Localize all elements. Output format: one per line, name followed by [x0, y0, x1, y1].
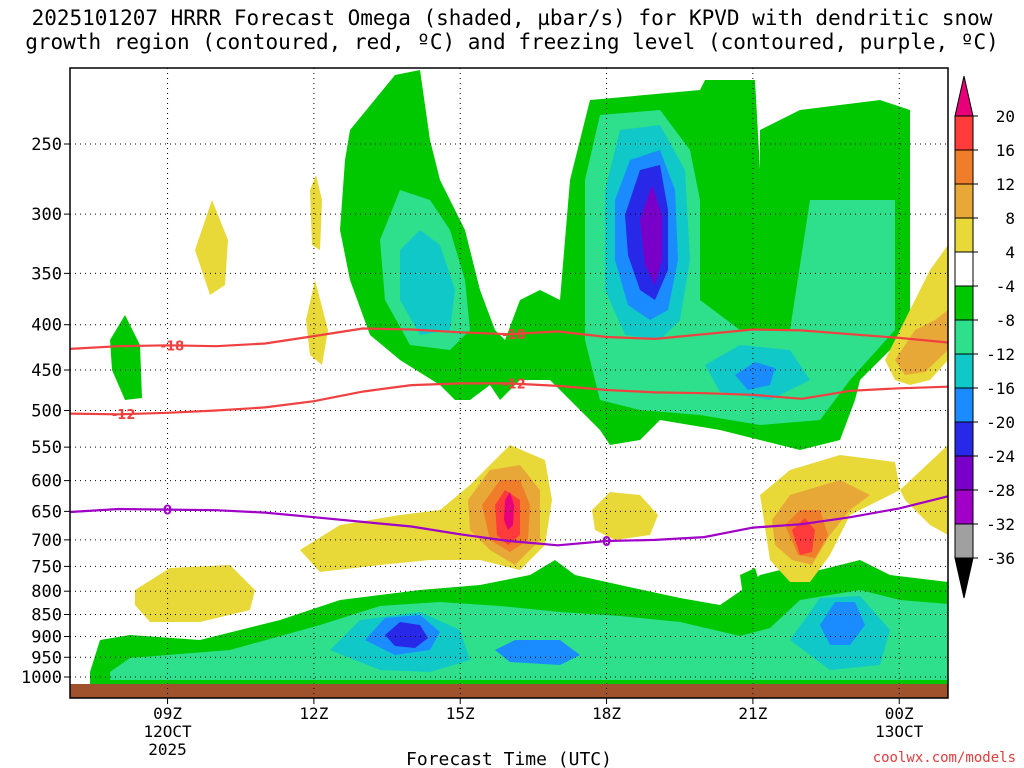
contour-dgz-minus-12	[69, 382, 949, 416]
colorbar-label: -24	[986, 447, 1015, 466]
omega-upper-plume-max	[640, 185, 662, 285]
colorbar-segment	[954, 353, 974, 389]
omega-upper-plume-blue-2	[735, 362, 775, 390]
omega-small-green-patch	[110, 315, 142, 400]
x-axis-title: Forecast Time (UTC)	[406, 749, 612, 768]
colorbar-segment	[954, 285, 974, 321]
y-tick-label: 450	[31, 361, 62, 381]
y-axis: 2503003504004505005506006507007508008509…	[21, 135, 70, 688]
credit-text: coolwx.com/models	[873, 750, 1016, 766]
colorbar-label: -8	[996, 311, 1015, 330]
colorbar-segment	[954, 489, 974, 525]
omega-descent-farright	[900, 445, 948, 535]
omega-low-level-band-inner	[110, 590, 948, 680]
omega-descent-left	[195, 200, 228, 295]
colorbar-segment	[954, 217, 974, 253]
colorbar-label: 12	[996, 175, 1015, 194]
x-tick-label: 12OCT	[143, 722, 192, 741]
contour-label: 0	[163, 504, 172, 519]
colorbar-label: -32	[986, 515, 1015, 534]
contour-label: -12	[502, 378, 526, 393]
omega-descent-mid-max	[504, 492, 514, 530]
omega-descent-small	[592, 492, 658, 540]
omega-descent-left-2	[310, 175, 322, 250]
y-tick-label: 650	[31, 502, 62, 522]
contour-label: -12	[112, 408, 136, 423]
omega-low-level-blue-3	[495, 640, 580, 665]
colorbar-label: -28	[986, 481, 1015, 500]
y-tick-label: 800	[31, 582, 62, 602]
y-tick-label: 850	[31, 606, 62, 626]
colorbar-segment	[954, 421, 974, 457]
colorbar: 20 16 12 8 4 -4 -8 -12 -16 -20 -24 -28 -32 -36	[954, 75, 1015, 599]
colorbar-segment	[954, 523, 974, 559]
colorbar-segment	[954, 251, 974, 287]
colorbar-label: -36	[986, 549, 1015, 568]
x-tick-label: 18Z	[592, 704, 621, 723]
x-tick-label: 15Z	[446, 704, 475, 723]
colorbar-label: -4	[996, 277, 1015, 296]
y-tick-label: 1000	[21, 668, 62, 688]
y-tick-label: 900	[31, 627, 62, 647]
plot-frame	[69, 67, 949, 699]
y-tick-label: 550	[31, 438, 62, 458]
omega-low-level-core	[385, 622, 428, 648]
colorbar-segment	[954, 319, 974, 355]
omega-descent-lowleft	[135, 565, 255, 622]
x-tick-label: 00Z	[885, 704, 914, 723]
surface-ground-bar	[70, 684, 948, 698]
colorbar-label: -20	[986, 413, 1015, 432]
chart-title-line-1: 2025101207 HRRR Forecast Omega (shaded, …	[31, 6, 993, 30]
colorbar-segment	[954, 149, 974, 185]
y-tick-label: 750	[31, 557, 62, 577]
omega-low-level-blue-2	[820, 602, 865, 645]
y-tick-label: 250	[31, 135, 62, 155]
y-tick-label: 950	[31, 648, 62, 668]
x-tick-label: 2025	[148, 740, 187, 759]
contour-dgz-minus-18	[69, 327, 949, 350]
contour-lines: -18 -18 -12 -12 0 0	[69, 327, 949, 550]
colorbar-segment	[954, 183, 974, 219]
colorbar-label: 16	[996, 141, 1015, 160]
chart-title: 2025101207 HRRR Forecast Omega (shaded, …	[0, 6, 1024, 54]
colorbar-label: -12	[986, 345, 1015, 364]
y-tick-label: 600	[31, 472, 62, 492]
contour-label: -18	[502, 328, 526, 343]
x-tick-label: 13OCT	[875, 722, 924, 741]
omega-descent-farright-upper-orange	[895, 310, 948, 375]
y-tick-label: 500	[31, 402, 62, 422]
colorbar-label: -16	[986, 379, 1015, 398]
colorbar-segment	[954, 115, 974, 151]
colorbar-bottom-arrow	[954, 557, 974, 599]
colorbar-top-arrow	[954, 75, 974, 117]
colorbar-segment	[954, 387, 974, 423]
contour-label: -18	[161, 339, 185, 354]
y-tick-label: 400	[31, 316, 62, 336]
y-tick-label: 300	[31, 205, 62, 225]
omega-descent-right-red	[792, 518, 815, 555]
contour-freezing-level	[69, 495, 949, 547]
y-tick-label: 700	[31, 531, 62, 551]
colorbar-label: 20	[996, 107, 1015, 126]
x-tick-label: 21Z	[738, 704, 767, 723]
omega-descent-left-3	[306, 280, 328, 365]
chart-title-line-2: growth region (contoured, red, ºC) and f…	[25, 30, 999, 54]
colorbar-label: 4	[1005, 243, 1015, 262]
x-tick-label: 09Z	[153, 704, 182, 723]
omega-shading	[70, 70, 948, 698]
colorbar-label: 8	[1005, 209, 1015, 228]
omega-upper-plume-cyan	[400, 230, 455, 335]
contour-label: 0	[602, 535, 611, 550]
y-tick-label: 350	[31, 264, 62, 284]
x-tick-label: 12Z	[299, 704, 328, 723]
colorbar-segment	[954, 455, 974, 491]
